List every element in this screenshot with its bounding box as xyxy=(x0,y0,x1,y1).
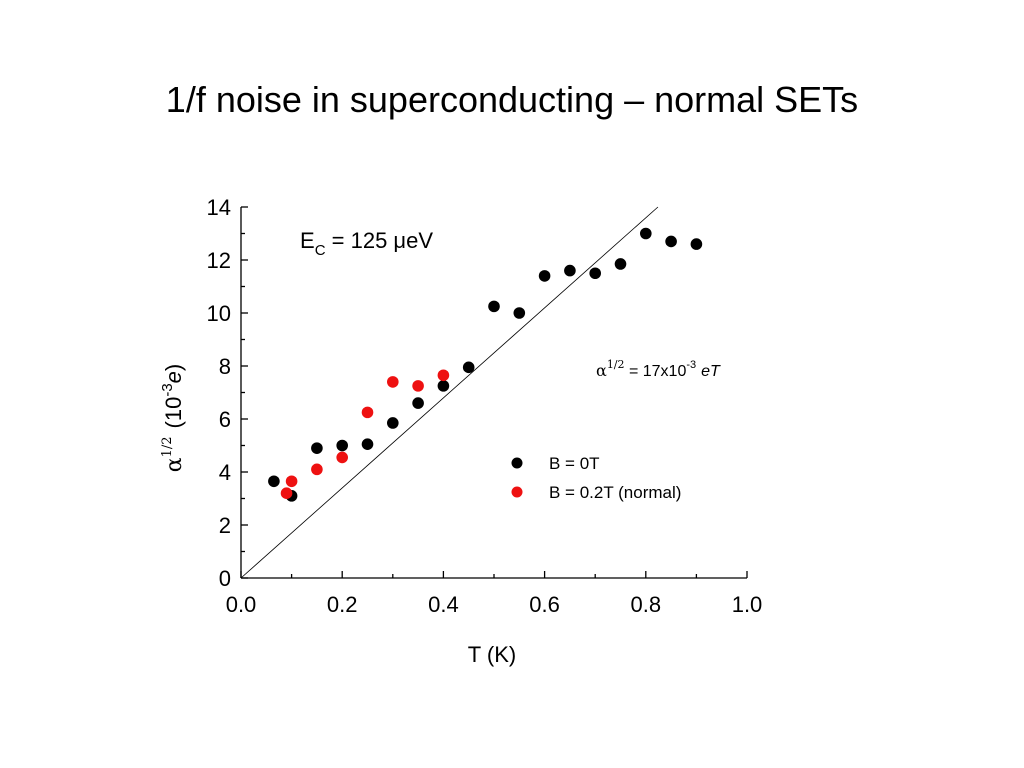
x-axis-label: T (K) xyxy=(468,642,516,667)
data-point-b0 xyxy=(564,264,576,277)
legend-label-b0: B = 0T xyxy=(549,454,600,473)
formula-exp: -3 xyxy=(686,359,696,371)
ticks: 0.0 0.2 0.4 0.6 0.8 1.0 0 2 4 6 8 10 12 14 xyxy=(207,195,763,617)
data-point-b0 xyxy=(361,438,374,450)
data-point-b0 xyxy=(412,397,424,409)
fit-line xyxy=(240,206,659,579)
x-tick-label: 0.6 xyxy=(529,592,560,617)
legend-label-b02: B = 0.2T (normal) xyxy=(549,483,681,502)
x-tick-label: 1.0 xyxy=(732,592,763,617)
formula-alpha: α xyxy=(596,361,607,380)
y-label-alpha: α xyxy=(162,457,187,472)
data-point-b0 xyxy=(614,258,627,270)
y-tick-label: 0 xyxy=(219,566,231,591)
axes xyxy=(240,207,747,579)
y-label-open: (10 xyxy=(161,397,186,429)
y-label-sup: 1/2 xyxy=(160,436,175,457)
data-point-b0 xyxy=(488,300,500,313)
legend: B = 0T B = 0.2T (normal) xyxy=(511,454,681,502)
data-point-b02 xyxy=(285,475,298,488)
legend-marker-b02 xyxy=(511,486,523,498)
data-points xyxy=(268,227,703,502)
data-point-b0 xyxy=(640,227,652,240)
x-tick-label: 0.0 xyxy=(226,592,257,617)
y-axis-label: α1/2 (10-3e) xyxy=(159,364,187,473)
data-point-b02 xyxy=(387,376,399,388)
x-tick-label: 0.2 xyxy=(327,592,358,617)
y-label-close: ) xyxy=(161,364,186,371)
data-point-b0 xyxy=(513,307,526,319)
data-point-b0 xyxy=(690,238,703,250)
y-tick-label: 12 xyxy=(207,248,231,273)
formula-tail: eT xyxy=(701,363,721,380)
energy-sub: C xyxy=(315,242,326,259)
data-point-b0 xyxy=(538,270,551,282)
data-point-b02 xyxy=(412,380,424,392)
y-label-unit: e xyxy=(161,371,186,383)
x-tick-label: 0.4 xyxy=(428,592,459,617)
energy-suffix: = 125 μeV xyxy=(326,228,434,253)
formula-sup: 1/2 xyxy=(607,358,625,371)
slide-title: 1/f noise in superconducting – normal SE… xyxy=(165,79,859,120)
formula-middle: = 17x10 xyxy=(625,363,687,380)
data-point-b0 xyxy=(311,442,323,454)
x-tick-label: 0.8 xyxy=(631,592,662,617)
y-tick-label: 10 xyxy=(207,301,231,326)
data-point-b02 xyxy=(280,487,293,500)
data-point-b0 xyxy=(387,417,399,429)
data-point-b0 xyxy=(336,439,349,452)
data-point-b02 xyxy=(311,463,323,476)
data-point-b0 xyxy=(437,380,450,392)
energy-annotation: EC = 125 μeV xyxy=(300,228,433,259)
y-tick-label: 4 xyxy=(219,460,231,485)
y-tick-label: 8 xyxy=(219,354,231,379)
data-point-b02 xyxy=(336,451,349,464)
y-tick-label: 6 xyxy=(219,407,231,432)
fit-line-layer xyxy=(240,206,659,579)
data-point-b0 xyxy=(665,235,677,248)
data-point-b0 xyxy=(268,475,280,488)
y-label-exp: -3 xyxy=(159,383,176,396)
energy-prefix: E xyxy=(300,228,315,253)
data-point-b0 xyxy=(589,267,601,280)
data-point-b02 xyxy=(361,406,374,419)
data-point-b02 xyxy=(437,369,450,382)
y-tick-label: 14 xyxy=(207,195,231,220)
formula-annotation: α1/2 = 17x10-3 eT xyxy=(596,358,721,380)
y-tick-label: 2 xyxy=(219,513,231,538)
data-point-b0 xyxy=(462,361,475,374)
legend-marker-b0 xyxy=(511,457,523,469)
